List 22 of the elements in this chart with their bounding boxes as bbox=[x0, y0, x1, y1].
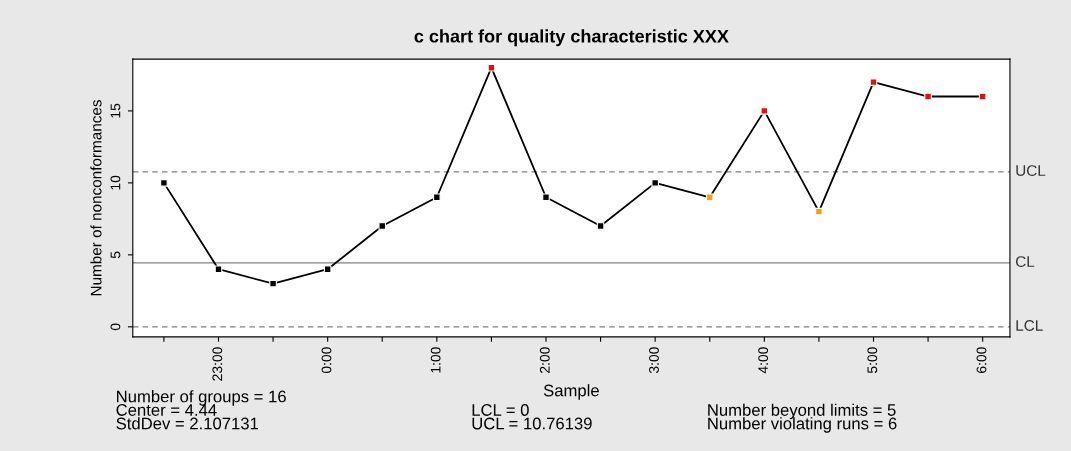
x-tick-label: 1:00 bbox=[430, 347, 441, 373]
x-tick-label: 4:00 bbox=[758, 347, 769, 374]
y-tick-label: 10 bbox=[110, 175, 121, 190]
x-tick-label: 6:00 bbox=[976, 347, 987, 373]
ref-line-label: UCL bbox=[1016, 165, 1046, 177]
text: LCL = 0 bbox=[472, 404, 529, 416]
x-axis-title: Sample bbox=[543, 384, 599, 400]
text: Center = 4.44 bbox=[116, 404, 217, 416]
x-tick-label: 23:00 bbox=[212, 347, 223, 381]
x-tick-label: 2:00 bbox=[539, 347, 550, 373]
y-axis-title: Number of nonconformances bbox=[90, 100, 102, 296]
chart-title: c chart for quality characteristic XXX bbox=[414, 29, 729, 47]
y-tick-label: 5 bbox=[110, 251, 121, 259]
text: UCL = 10.76139 bbox=[472, 417, 592, 430]
x-tick-label: 0:00 bbox=[321, 347, 332, 374]
y-tick-label: 15 bbox=[110, 103, 121, 118]
x-tick-label: 5:00 bbox=[867, 347, 878, 374]
ref-line-label: LCL bbox=[1016, 320, 1043, 331]
y-tick-label: 0 bbox=[110, 323, 121, 331]
x-tick-label: 3:00 bbox=[649, 347, 659, 374]
ref-line-label: CL bbox=[1015, 256, 1035, 268]
text: StdDev = 2.107131 bbox=[116, 417, 259, 430]
